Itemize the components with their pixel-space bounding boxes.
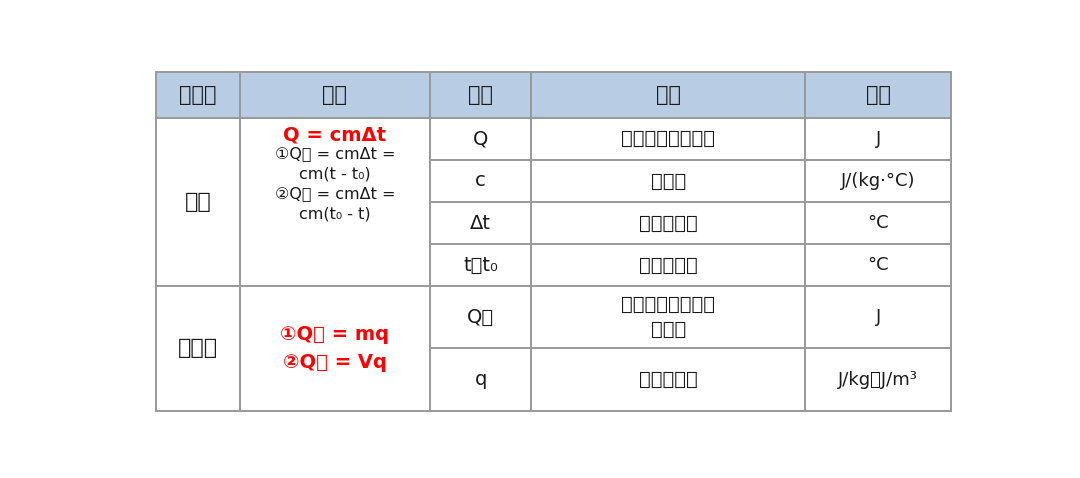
Text: 末温和初温: 末温和初温 xyxy=(639,256,698,275)
Bar xyxy=(531,348,806,411)
Bar xyxy=(531,202,806,244)
Text: 吸收或放出的热量: 吸收或放出的热量 xyxy=(621,130,715,148)
Text: Q放: Q放 xyxy=(467,308,495,327)
Bar xyxy=(156,286,240,411)
Bar xyxy=(430,348,531,411)
Text: t和t₀: t和t₀ xyxy=(463,256,498,275)
Bar xyxy=(531,286,806,348)
Bar xyxy=(806,348,951,411)
Text: Q: Q xyxy=(473,130,488,148)
Text: c: c xyxy=(475,172,486,190)
Text: 名称: 名称 xyxy=(656,85,680,105)
Bar xyxy=(430,202,531,244)
Bar xyxy=(430,118,531,160)
Bar xyxy=(430,72,531,118)
Bar xyxy=(806,202,951,244)
Bar xyxy=(531,72,806,118)
Bar xyxy=(156,72,240,118)
Text: 单位: 单位 xyxy=(866,85,891,105)
Bar xyxy=(806,160,951,202)
Bar xyxy=(531,118,806,160)
Bar xyxy=(806,244,951,286)
Text: 温度变化量: 温度变化量 xyxy=(639,214,698,233)
Text: J: J xyxy=(876,308,881,326)
Bar xyxy=(806,72,951,118)
Text: Δt: Δt xyxy=(470,214,491,233)
Text: 燃料完全燃烧放出
的热量: 燃料完全燃烧放出 的热量 xyxy=(621,295,715,339)
Text: 燃烧热: 燃烧热 xyxy=(178,338,218,358)
Text: 比热容: 比热容 xyxy=(651,172,686,190)
Bar xyxy=(240,72,430,118)
Bar xyxy=(806,286,951,348)
Bar xyxy=(240,286,430,411)
Text: °C: °C xyxy=(867,256,889,274)
Bar xyxy=(430,286,531,348)
Text: 燃料的热值: 燃料的热值 xyxy=(639,370,698,389)
Text: 符号: 符号 xyxy=(468,85,494,105)
Text: 热量: 热量 xyxy=(185,192,212,212)
Text: ①Q吸 = cmΔt =
cm(t - t₀)
②Q放 = cmΔt =
cm(t₀ - t): ①Q吸 = cmΔt = cm(t - t₀) ②Q放 = cmΔt = cm(… xyxy=(274,146,395,222)
Bar xyxy=(156,118,240,286)
Text: ①Q放 = mq
②Q放 = Vq: ①Q放 = mq ②Q放 = Vq xyxy=(281,325,389,372)
Text: Q = cmΔt: Q = cmΔt xyxy=(283,126,387,145)
Text: J: J xyxy=(876,130,881,148)
Text: J/kg或J/m³: J/kg或J/m³ xyxy=(838,370,918,389)
Bar xyxy=(430,244,531,286)
Text: 物理量: 物理量 xyxy=(179,85,217,105)
Bar xyxy=(531,160,806,202)
Bar xyxy=(240,118,430,286)
Text: q: q xyxy=(474,370,487,389)
Text: J/(kg·°C): J/(kg·°C) xyxy=(841,172,916,190)
Text: 公式: 公式 xyxy=(322,85,348,105)
Bar xyxy=(806,118,951,160)
Text: °C: °C xyxy=(867,214,889,232)
Bar xyxy=(430,160,531,202)
Bar xyxy=(531,244,806,286)
